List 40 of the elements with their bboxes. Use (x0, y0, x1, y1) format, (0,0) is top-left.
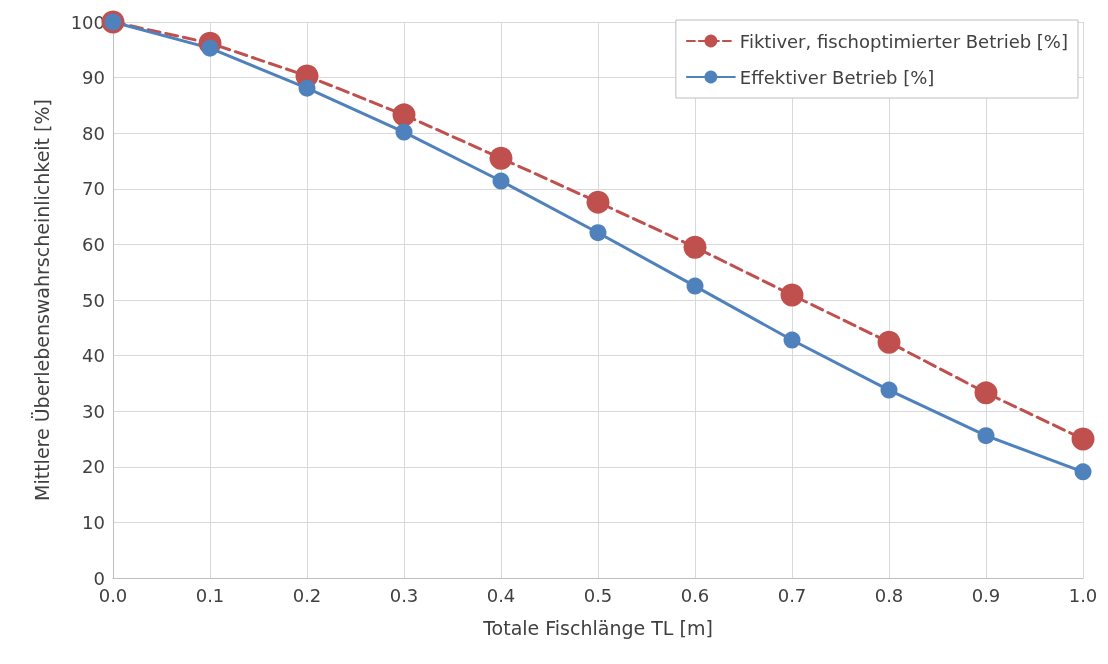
x-axis-title: Totale Fischlänge TL [m] (482, 616, 713, 639)
point (298, 79, 316, 97)
x-tick-label: 0.7 (777, 584, 807, 606)
y-tick-label: 30 (82, 400, 105, 422)
point (586, 190, 610, 214)
point (395, 123, 413, 141)
point (783, 331, 801, 349)
y-tick-label: 40 (82, 345, 105, 367)
point (977, 427, 995, 445)
y-tick-label: 70 (82, 178, 105, 200)
y-tick-label: 80 (82, 122, 105, 144)
point (392, 103, 416, 127)
point (1071, 427, 1095, 451)
point (686, 277, 704, 295)
x-tick-label: 0.2 (292, 584, 322, 606)
point (589, 224, 607, 242)
point (877, 330, 901, 354)
x-tick-label: 0.5 (583, 584, 613, 606)
y-tick-label: 50 (82, 289, 105, 311)
y-tick-label: 60 (82, 233, 105, 255)
point (683, 235, 707, 259)
y-tick-label: 10 (82, 511, 105, 533)
x-tick-label: 0.6 (680, 584, 710, 606)
point (492, 172, 510, 190)
point (780, 283, 804, 307)
x-tick-label: 0.8 (874, 584, 904, 606)
x-tick-label: 0.4 (486, 584, 516, 606)
x-tick-label: 1.0 (1068, 584, 1098, 606)
point (880, 381, 898, 399)
x-tick-label: 0.9 (971, 584, 1001, 606)
y-tick-label: 90 (82, 67, 105, 89)
y-axis-title: Mittlere Überlebenswahrscheinlichkeit [%] (30, 99, 53, 501)
point (489, 146, 513, 170)
legend-label: Fiktiver, fischoptimierter Betrieb [%] (739, 30, 1069, 52)
point (974, 381, 998, 405)
point (1074, 463, 1092, 481)
x-tick-label: 0.3 (389, 584, 419, 606)
legend-label: Effektiver Betrieb [%] (739, 66, 935, 88)
y-tick-label: 20 (82, 456, 105, 478)
x-tick-label: 0.1 (195, 584, 225, 606)
